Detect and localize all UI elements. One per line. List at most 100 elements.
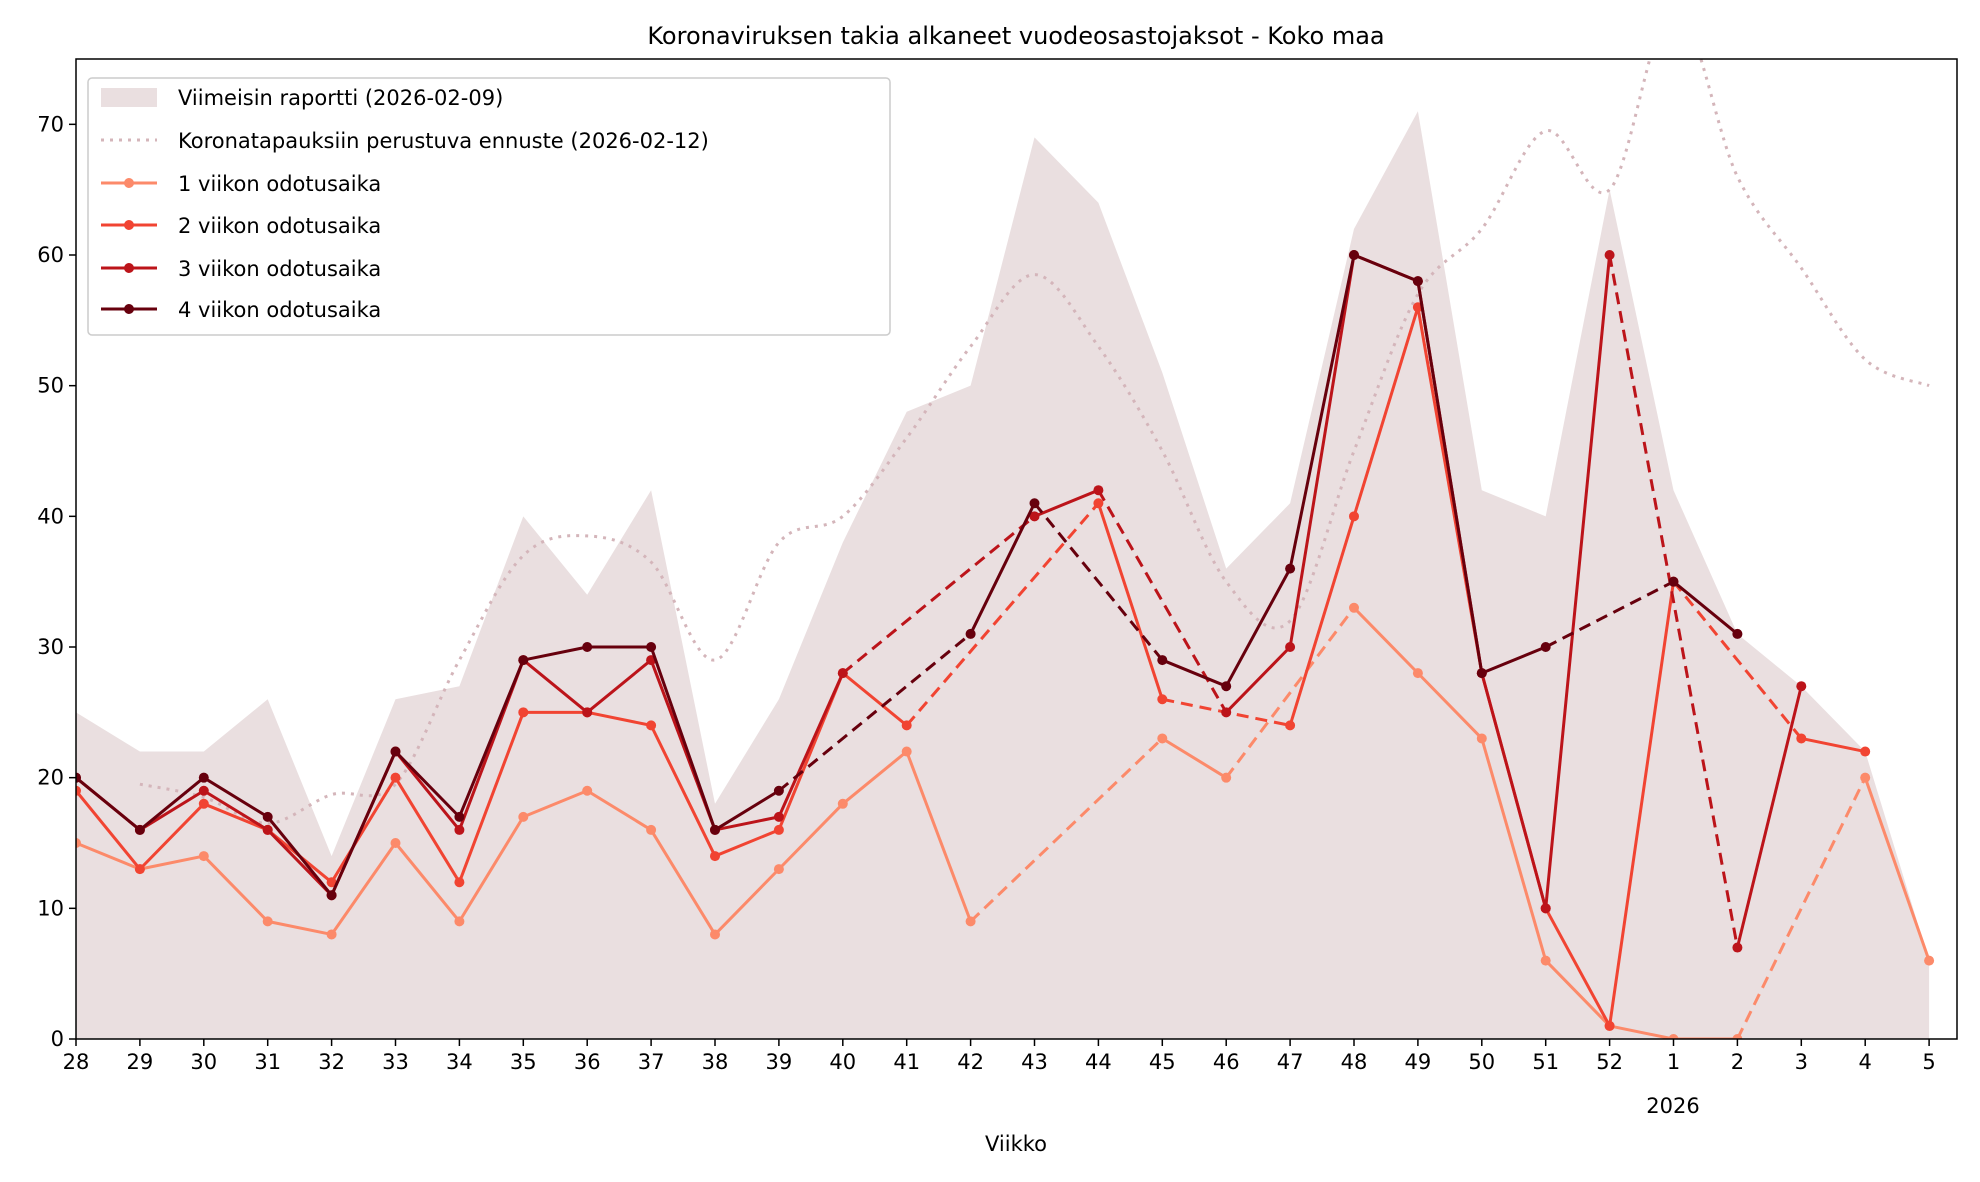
series-gap-segment bbox=[1545, 580, 1675, 649]
x-tick-label: 39 bbox=[766, 1050, 793, 1074]
x-tick-label: 3 bbox=[1795, 1050, 1808, 1074]
series-gap-segment bbox=[1608, 254, 1739, 948]
series-segment bbox=[777, 672, 845, 818]
data-point bbox=[76, 785, 81, 796]
legend-marker bbox=[124, 220, 134, 230]
y-tick-label: 10 bbox=[37, 896, 64, 920]
x-tick-label: 40 bbox=[829, 1050, 856, 1074]
legend-label-series: 3 viikon odotusaika bbox=[178, 257, 381, 281]
x-tick-label: 33 bbox=[382, 1050, 409, 1074]
series-segment bbox=[138, 802, 205, 871]
data-point bbox=[901, 720, 912, 731]
series-segment bbox=[1863, 777, 1931, 962]
data-point bbox=[454, 916, 465, 927]
series-segment bbox=[969, 502, 1036, 635]
x-tick-label: 41 bbox=[893, 1050, 920, 1074]
data-point bbox=[773, 811, 784, 822]
series-segment bbox=[76, 841, 141, 871]
data-point bbox=[1093, 498, 1104, 509]
data-point bbox=[582, 707, 593, 718]
y-tick-label: 60 bbox=[37, 243, 64, 267]
series-segment bbox=[586, 789, 652, 832]
data-point bbox=[1476, 668, 1487, 679]
data-point bbox=[198, 785, 209, 796]
data-point bbox=[710, 929, 720, 940]
series-segment bbox=[1161, 737, 1227, 779]
series-segment bbox=[394, 750, 461, 831]
series-segment bbox=[203, 776, 269, 819]
x-tick-label: 30 bbox=[190, 1050, 217, 1074]
data-point bbox=[76, 772, 81, 783]
data-point bbox=[582, 642, 593, 652]
data-point bbox=[773, 864, 784, 875]
data-point bbox=[773, 785, 784, 796]
data-point bbox=[134, 824, 145, 835]
data-point bbox=[1157, 694, 1168, 705]
data-point bbox=[76, 838, 81, 848]
data-point bbox=[1412, 276, 1423, 287]
data-point bbox=[1924, 955, 1935, 966]
series-segment bbox=[841, 671, 908, 727]
data-point bbox=[1029, 511, 1040, 522]
data-point bbox=[262, 824, 273, 835]
series-segment bbox=[267, 919, 332, 936]
data-point bbox=[901, 746, 912, 757]
data-point bbox=[518, 811, 529, 822]
data-point bbox=[1093, 485, 1104, 496]
x-tick-label: 35 bbox=[510, 1050, 537, 1074]
data-point bbox=[1285, 642, 1296, 652]
series-segment bbox=[1288, 254, 1356, 648]
series-gap-segment bbox=[1225, 606, 1356, 779]
data-point bbox=[262, 811, 273, 822]
data-point bbox=[965, 916, 976, 927]
x-tick-label: 5 bbox=[1922, 1050, 1935, 1074]
y-tick-label: 70 bbox=[37, 112, 64, 136]
data-point bbox=[198, 772, 209, 783]
legend: Viimeisin raportti (2026-02-09) Koronatap… bbox=[87, 77, 891, 336]
data-point bbox=[390, 838, 401, 848]
data-point bbox=[1157, 733, 1168, 744]
series-gap-segment bbox=[1672, 580, 1803, 740]
data-point bbox=[1732, 942, 1743, 953]
series-segment bbox=[1735, 685, 1803, 948]
data-point bbox=[326, 929, 337, 940]
x-tick-label: 31 bbox=[254, 1050, 281, 1074]
x-tick-label: 34 bbox=[446, 1050, 473, 1074]
series-segment bbox=[777, 802, 844, 871]
series-segment bbox=[330, 776, 397, 883]
data-point bbox=[326, 890, 337, 901]
data-point bbox=[518, 707, 529, 718]
series-segment bbox=[1672, 580, 1739, 636]
series-segment bbox=[649, 829, 717, 936]
series-segment bbox=[1096, 502, 1164, 700]
series-gap-segment bbox=[969, 737, 1164, 923]
x-tick-label: 1 bbox=[1667, 1050, 1680, 1074]
series-segment bbox=[522, 658, 589, 714]
legend-marker bbox=[124, 304, 134, 314]
y-tick-label: 30 bbox=[37, 635, 64, 659]
series-segment bbox=[139, 789, 205, 832]
data-point bbox=[454, 877, 465, 888]
data-point bbox=[454, 811, 465, 822]
data-point bbox=[710, 851, 720, 862]
series-gap-segment bbox=[777, 632, 972, 792]
x-tick-label: 52 bbox=[1596, 1050, 1623, 1074]
series-segment bbox=[1224, 567, 1292, 687]
series-segment bbox=[330, 842, 397, 936]
series-segment bbox=[266, 815, 333, 897]
series-segment bbox=[714, 789, 780, 832]
series-segment bbox=[203, 802, 269, 832]
series-segment bbox=[1416, 280, 1484, 674]
data-point bbox=[1540, 642, 1551, 652]
series-segment bbox=[330, 750, 397, 896]
data-point bbox=[646, 720, 657, 731]
x-tick-label: 28 bbox=[63, 1050, 90, 1074]
data-point bbox=[198, 798, 209, 809]
x-tick-label: 2 bbox=[1731, 1050, 1744, 1074]
data-point bbox=[710, 824, 720, 835]
data-point bbox=[390, 746, 401, 757]
legend-label-series: 4 viikon odotusaika bbox=[178, 298, 381, 322]
series-gap-segment bbox=[841, 515, 1036, 675]
series-segment bbox=[1352, 306, 1420, 517]
